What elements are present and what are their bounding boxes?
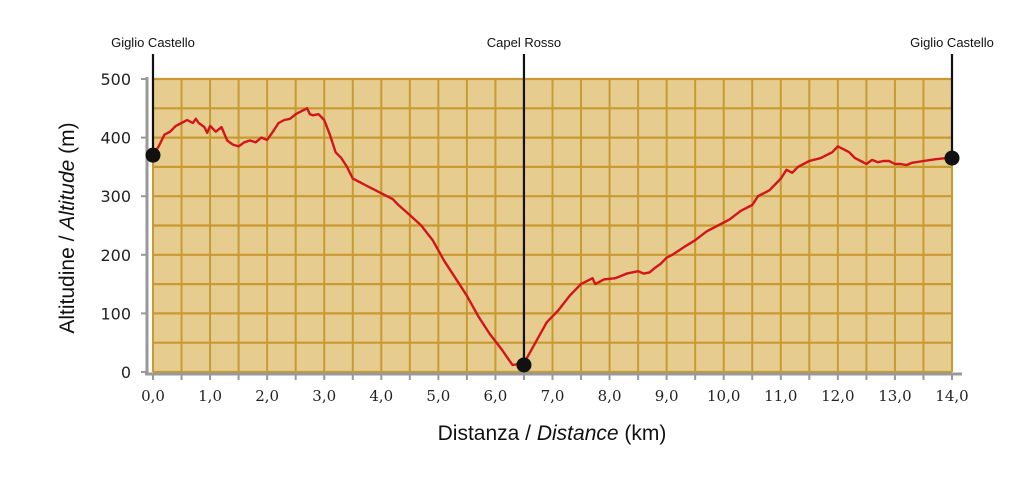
y-tick-labels: 0 100 200 300 400 500	[100, 70, 131, 382]
x-axis-label: Distanza / Distance (km)	[438, 422, 667, 445]
elevation-series	[151, 107, 953, 367]
waypoint-marker	[944, 150, 960, 166]
x-tick-label: 8,0	[598, 387, 622, 405]
x-tick-label: 7,0	[541, 387, 565, 405]
x-tick-label: 5,0	[426, 387, 450, 405]
waypoint-markers: Giglio Castello Capel Rosso Giglio Castell…	[111, 35, 994, 373]
x-tick-label: 11,0	[764, 387, 797, 405]
x-tick-label: 10,0	[707, 387, 740, 405]
y-tick-label: 500	[100, 70, 131, 89]
x-tick-label: 0,0	[141, 387, 165, 405]
x-axis-label-suffix: (km)	[619, 422, 667, 445]
y-axis-label-plain: Altitudine /	[56, 230, 79, 334]
x-tick-label: 13,0	[878, 387, 911, 405]
y-axis-label-suffix: (m)	[56, 122, 79, 159]
y-tick-label: 200	[100, 246, 131, 265]
x-tick-label: 12,0	[821, 387, 854, 405]
grid-lines	[152, 77, 953, 374]
x-tick-label: 9,0	[655, 387, 679, 405]
x-tick-label: 14,0	[935, 387, 968, 405]
x-axis-label-plain: Distanza /	[438, 422, 537, 445]
y-axis-label: Altitudine / Altitude (m)	[56, 122, 79, 333]
waypoint-label: Giglio Castello	[910, 35, 994, 50]
y-axis-label-italic: Altitude	[56, 160, 79, 232]
y-tick-label: 100	[100, 304, 131, 323]
waypoint-label: Capel Rosso	[487, 35, 561, 50]
y-tick-label: 300	[100, 187, 131, 206]
x-tick-label: 4,0	[369, 387, 393, 405]
x-tick-label: 1,0	[198, 387, 222, 405]
waypoint-marker	[145, 147, 161, 163]
y-tick-label: 0	[121, 363, 131, 382]
axes	[141, 77, 962, 380]
x-tick-label: 6,0	[483, 387, 507, 405]
elevation-line	[151, 107, 953, 367]
y-tick-label: 400	[100, 129, 131, 148]
x-tick-label: 2,0	[255, 387, 279, 405]
waypoint-label: Giglio Castello	[111, 35, 195, 50]
x-tick-labels: 0,0 1,0 2,0 3,0 4,0 5,0 6,0 7,0 8,0 9,0 10,0 11,0 12…	[141, 387, 969, 405]
waypoint-marker	[516, 357, 532, 373]
x-tick-label: 3,0	[312, 387, 336, 405]
x-axis-label-italic: Distance	[537, 422, 619, 445]
